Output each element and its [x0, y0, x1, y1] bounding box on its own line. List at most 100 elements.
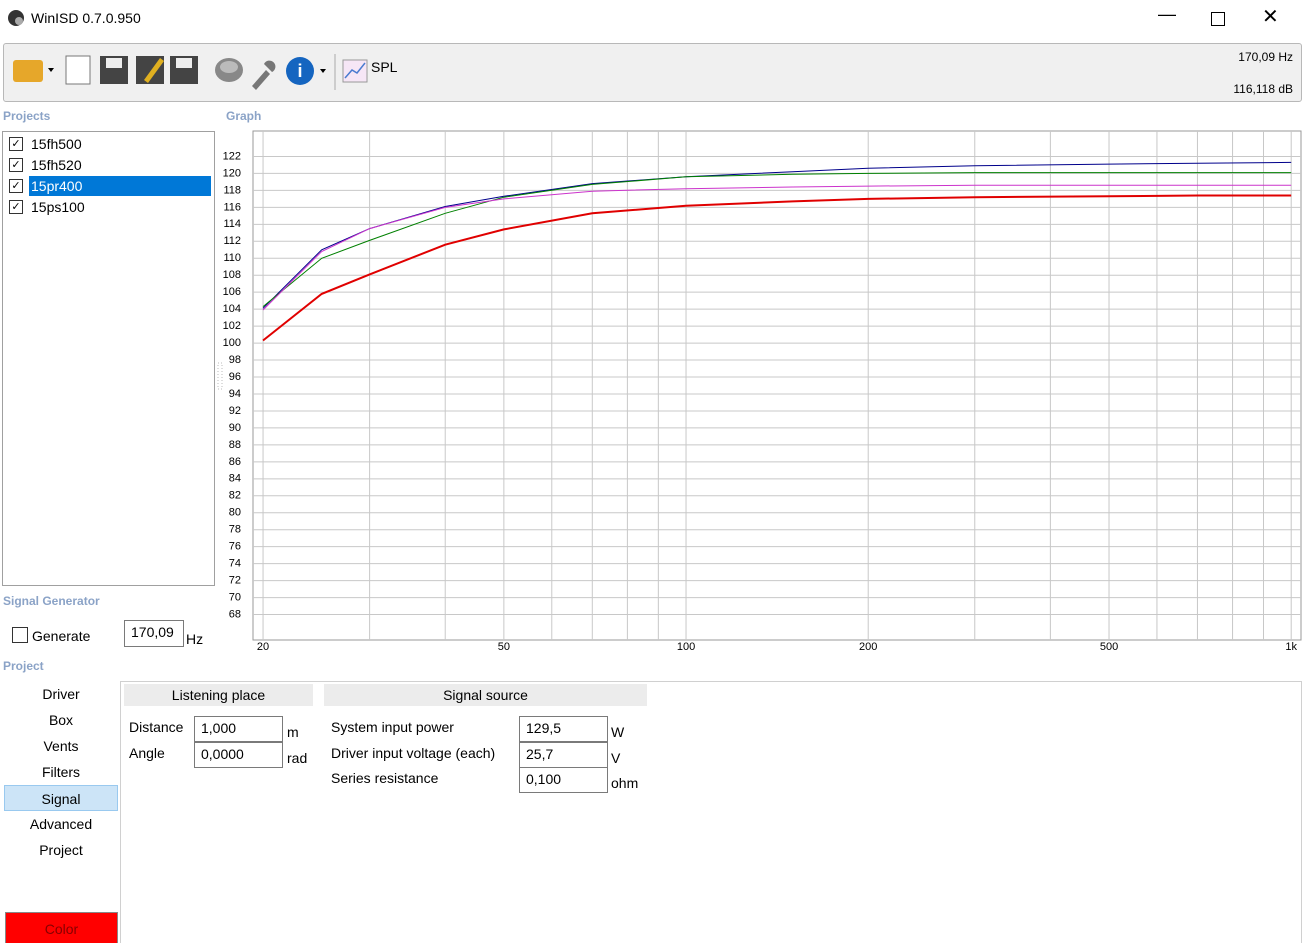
project-checkbox[interactable]: ✓	[9, 158, 23, 172]
project-panel: Listening place Signal source Distance 1,…	[120, 681, 1302, 943]
y-tick-label: 106	[223, 286, 241, 298]
series-line	[262, 194, 1292, 342]
project-checkbox[interactable]: ✓	[9, 200, 23, 214]
field-label: System input power	[331, 719, 454, 735]
splitter-grip	[217, 362, 223, 390]
level-readout: 116,118 dB	[1233, 82, 1293, 96]
y-tick-label: 102	[223, 320, 241, 332]
spl-button[interactable]: SPL	[371, 59, 398, 75]
y-tick-label: 82	[229, 490, 241, 502]
project-checkbox[interactable]: ✓	[9, 179, 23, 193]
y-tick-label: 100	[223, 337, 241, 349]
y-tick-label: 86	[229, 456, 241, 468]
frequency-input[interactable]: 170,09	[124, 620, 184, 647]
field-input[interactable]: 1,000	[194, 716, 283, 742]
project-tab[interactable]: Driver	[42, 686, 80, 702]
series-line	[262, 172, 1292, 307]
y-tick-label: 84	[229, 473, 241, 485]
field-input[interactable]: 0,100	[519, 767, 608, 793]
y-tick-label: 78	[229, 524, 241, 536]
chart: 68 70 72 74 76 78 80 82 84 86 88 90 92 94 96 98 100 102 10…	[217, 130, 1302, 653]
field-label: Series resistance	[331, 770, 439, 786]
project-tab[interactable]: Project	[39, 842, 83, 858]
y-tick-label: 122	[223, 150, 241, 162]
project-tab[interactable]: Signal	[4, 785, 118, 811]
y-tick-label: 116	[223, 201, 241, 213]
y-tick-label: 68	[229, 608, 241, 620]
y-tick-label: 74	[229, 558, 241, 570]
project-row[interactable]: 15ps100	[31, 199, 85, 215]
field-unit: m	[287, 724, 299, 740]
x-tick-label: 200	[859, 641, 877, 653]
field-input[interactable]: 25,7	[519, 741, 608, 768]
project-tab[interactable]: Box	[48, 712, 74, 728]
series-line	[262, 184, 1292, 311]
field-unit: V	[611, 749, 621, 766]
field-unit: W	[611, 724, 625, 740]
x-tick-label: 100	[677, 641, 695, 653]
field-input[interactable]: 129,5	[519, 716, 608, 742]
y-tick-label: 76	[229, 541, 241, 553]
graph-heading: Graph	[226, 109, 262, 123]
y-tick-label: 108	[223, 269, 241, 281]
field-label: Distance	[129, 719, 184, 735]
y-tick-label: 114	[223, 218, 241, 230]
project-heading: Project	[3, 659, 44, 673]
y-tick-label: 80	[229, 507, 241, 519]
y-tick-label: 90	[229, 422, 241, 434]
y-tick-label: 88	[229, 439, 241, 451]
y-tick-label: 98	[229, 354, 241, 366]
y-tick-label: 96	[229, 371, 241, 383]
y-tick-label: 94	[229, 388, 241, 400]
generate-label: Generate	[32, 628, 91, 644]
x-tick-label: 20	[257, 641, 269, 653]
signal-generator-heading: Signal Generator	[3, 594, 100, 608]
minimize-button[interactable]: —	[1158, 4, 1176, 24]
project-tab[interactable]: Advanced	[29, 816, 93, 832]
field-unit: ohm	[611, 775, 639, 791]
y-tick-label: 70	[229, 591, 241, 603]
y-tick-label: 72	[229, 575, 241, 587]
project-tabs: Driver Box Vents Filters Signal Advanced Proje…	[4, 681, 118, 911]
toolbar-icons: i	[13, 54, 368, 90]
project-tab[interactable]: Filters	[41, 764, 81, 780]
y-tick-label: 120	[223, 167, 241, 179]
app-icon	[8, 10, 24, 26]
project-row[interactable]: 15pr400	[29, 176, 211, 196]
project-tab[interactable]: Vents	[43, 738, 79, 754]
close-button[interactable]: ✕	[1262, 6, 1279, 28]
field-unit: rad	[287, 749, 308, 766]
frequency-unit: Hz	[186, 631, 204, 647]
projects-heading: Projects	[3, 109, 51, 123]
x-tick-label: 50	[498, 641, 510, 653]
project-row[interactable]: 15fh520	[31, 157, 82, 173]
signal-source-header: Signal source	[324, 684, 647, 706]
tools-icon[interactable]	[252, 60, 276, 90]
generate-checkbox[interactable]	[12, 627, 28, 643]
listening-place-header: Listening place	[124, 684, 313, 706]
field-input[interactable]: 0,0000	[194, 741, 283, 768]
svg-text:i: i	[297, 61, 302, 81]
new-icon[interactable]	[65, 55, 91, 85]
open-icon[interactable]	[13, 60, 43, 82]
project-row[interactable]: 15fh500	[31, 136, 82, 152]
y-tick-label: 92	[229, 405, 241, 417]
toolbar: i SPL 170,09 Hz 116,118 dB	[3, 43, 1302, 102]
y-tick-label: 110	[223, 252, 241, 264]
color-button[interactable]: Color	[5, 912, 118, 943]
window-title: WinISD 0.7.0.950	[31, 10, 141, 26]
project-checkbox[interactable]: ✓	[9, 137, 23, 151]
y-tick-label: 112	[223, 235, 241, 247]
x-tick-label: 500	[1100, 641, 1118, 653]
info-icon[interactable]	[286, 57, 314, 85]
plot-area	[252, 130, 1302, 641]
projects-list: 15fh500 ✓ 15fh520 ✓ 15pr400 ✓ 15ps100 ✓	[2, 131, 215, 586]
maximize-button[interactable]	[1211, 12, 1225, 26]
y-tick-label: 104	[223, 303, 241, 315]
x-tick-label: 1k	[1285, 641, 1297, 653]
field-label: Angle	[129, 744, 165, 761]
frequency-readout: 170,09 Hz	[1238, 50, 1293, 64]
field-label: Driver input voltage (each)	[331, 744, 496, 761]
y-tick-label: 118	[223, 184, 241, 196]
